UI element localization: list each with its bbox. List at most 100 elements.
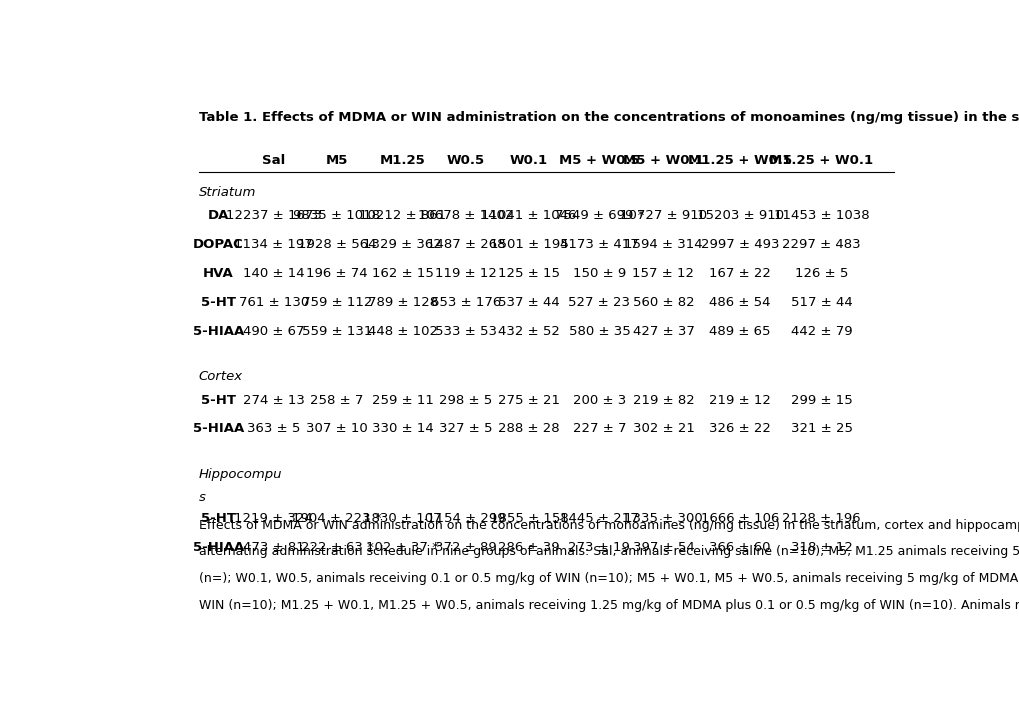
Text: 1830 ± 107: 1830 ± 107 <box>363 512 441 525</box>
Text: 1134 ± 197: 1134 ± 197 <box>234 238 313 251</box>
Text: 10727 ± 910: 10727 ± 910 <box>620 210 706 222</box>
Text: W0.1: W0.1 <box>510 154 547 167</box>
Text: 7549 ± 699 *: 7549 ± 699 * <box>554 210 643 222</box>
Text: 10212 ± 861: 10212 ± 861 <box>359 210 445 222</box>
Text: 1154 ± 299: 1154 ± 299 <box>426 512 504 525</box>
Text: 2997 ± 493: 2997 ± 493 <box>700 238 779 251</box>
Text: Striatum: Striatum <box>199 186 256 199</box>
Text: 1445 ± 217: 1445 ± 217 <box>559 512 638 525</box>
Text: 2297 ± 483: 2297 ± 483 <box>782 238 860 251</box>
Text: DA: DA <box>208 210 229 222</box>
Text: 5-HT: 5-HT <box>201 394 235 407</box>
Text: 1487 ± 268: 1487 ± 268 <box>426 238 504 251</box>
Text: (n=); W0.1, W0.5, animals receiving 0.1 or 0.5 mg/kg of WIN (n=10); M5 + W0.1, M: (n=); W0.1, W0.5, animals receiving 0.1 … <box>199 572 1019 585</box>
Text: 125 ± 15: 125 ± 15 <box>497 267 559 280</box>
Text: 527 ± 23: 527 ± 23 <box>568 296 630 309</box>
Text: 580 ± 35: 580 ± 35 <box>568 325 630 338</box>
Text: 273 ± 19: 273 ± 19 <box>568 541 630 554</box>
Text: 1594 ± 314: 1594 ± 314 <box>624 238 702 251</box>
Text: 653 ± 176: 653 ± 176 <box>430 296 500 309</box>
Text: 363 ± 5: 363 ± 5 <box>247 423 301 436</box>
Text: 533 ± 53: 533 ± 53 <box>434 325 496 338</box>
Text: 326 ± 22: 326 ± 22 <box>708 423 770 436</box>
Text: HVA: HVA <box>203 267 233 280</box>
Text: M5 + W0.5: M5 + W0.5 <box>558 154 639 167</box>
Text: 167 ± 22: 167 ± 22 <box>708 267 770 280</box>
Text: 1329 ± 362: 1329 ± 362 <box>363 238 441 251</box>
Text: 15203 ± 910: 15203 ± 910 <box>696 210 783 222</box>
Text: 490 ± 67: 490 ± 67 <box>243 325 305 338</box>
Text: W0.5: W0.5 <box>446 154 484 167</box>
Text: 1928 ± 564: 1928 ± 564 <box>298 238 376 251</box>
Text: 366 ± 60: 366 ± 60 <box>708 541 770 554</box>
Text: 102 ± 37 *: 102 ± 37 * <box>366 541 438 554</box>
Text: Sal: Sal <box>262 154 285 167</box>
Text: 219 ± 12: 219 ± 12 <box>708 394 770 407</box>
Text: 759 ± 112: 759 ± 112 <box>302 296 372 309</box>
Text: 448 ± 102: 448 ± 102 <box>367 325 437 338</box>
Text: 489 ± 65: 489 ± 65 <box>708 325 770 338</box>
Text: 298 ± 5: 298 ± 5 <box>439 394 492 407</box>
Text: 432 ± 52: 432 ± 52 <box>497 325 559 338</box>
Text: 288 ± 28: 288 ± 28 <box>497 423 559 436</box>
Text: 227 ± 7: 227 ± 7 <box>572 423 626 436</box>
Text: Effects of MDMA or WIN administration on the concentrations of monoamines (ng/mg: Effects of MDMA or WIN administration on… <box>199 519 1019 532</box>
Text: 11453 ± 1038: 11453 ± 1038 <box>773 210 868 222</box>
Text: 321 ± 25: 321 ± 25 <box>790 423 852 436</box>
Text: 150 ± 9: 150 ± 9 <box>573 267 626 280</box>
Text: M1.25 + W0.1: M1.25 + W0.1 <box>768 154 872 167</box>
Text: 330 ± 14: 330 ± 14 <box>371 423 433 436</box>
Text: 5-HT: 5-HT <box>201 296 235 309</box>
Text: 140 ± 14: 140 ± 14 <box>243 267 305 280</box>
Text: 5-HIAA: 5-HIAA <box>193 541 244 554</box>
Text: 559 ± 131: 559 ± 131 <box>302 325 372 338</box>
Text: 258 ± 7: 258 ± 7 <box>310 394 364 407</box>
Text: s: s <box>199 491 205 504</box>
Text: 307 ± 10: 307 ± 10 <box>306 423 368 436</box>
Text: WIN (n=10); M1.25 + W0.1, M1.25 + W0.5, animals receiving 1.25 mg/kg of MDMA plu: WIN (n=10); M1.25 + W0.1, M1.25 + W0.5, … <box>199 598 1019 612</box>
Text: 372 ± 89: 372 ± 89 <box>434 541 496 554</box>
Text: 789 ± 128: 789 ± 128 <box>367 296 437 309</box>
Text: 318 ± 12: 318 ± 12 <box>790 541 852 554</box>
Text: 275 ± 21: 275 ± 21 <box>497 394 559 407</box>
Text: 1666 ± 106: 1666 ± 106 <box>700 512 779 525</box>
Text: 537 ± 44: 537 ± 44 <box>497 296 559 309</box>
Text: 761 ± 130: 761 ± 130 <box>238 296 309 309</box>
Text: 1219 ± 324: 1219 ± 324 <box>234 512 313 525</box>
Text: M5 + W0.1: M5 + W0.1 <box>623 154 703 167</box>
Text: M5: M5 <box>325 154 347 167</box>
Text: 560 ± 82: 560 ± 82 <box>632 296 694 309</box>
Text: 517 ± 44: 517 ± 44 <box>790 296 852 309</box>
Text: Hippocompu: Hippocompu <box>199 468 282 481</box>
Text: 486 ± 54: 486 ± 54 <box>708 296 770 309</box>
Text: 162 ± 15: 162 ± 15 <box>371 267 433 280</box>
Text: 200 ± 3: 200 ± 3 <box>573 394 626 407</box>
Text: 9835 ± 1018: 9835 ± 1018 <box>293 210 380 222</box>
Text: 196 ± 74: 196 ± 74 <box>306 267 368 280</box>
Text: M1.25: M1.25 <box>379 154 425 167</box>
Text: 119 ± 12: 119 ± 12 <box>434 267 496 280</box>
Text: 12237 ± 1673: 12237 ± 1673 <box>225 210 321 222</box>
Text: 259 ± 11: 259 ± 11 <box>371 394 433 407</box>
Text: 302 ± 21: 302 ± 21 <box>632 423 694 436</box>
Text: 4173 ± 417: 4173 ± 417 <box>559 238 638 251</box>
Text: 1855 ± 158: 1855 ± 158 <box>489 512 568 525</box>
Text: 5-HT: 5-HT <box>201 512 235 525</box>
Text: 327 ± 5: 327 ± 5 <box>438 423 492 436</box>
Text: 427 ± 37: 427 ± 37 <box>632 325 694 338</box>
Text: 10678 ± 1402: 10678 ± 1402 <box>418 210 513 222</box>
Text: 1501 ± 195: 1501 ± 195 <box>489 238 568 251</box>
Text: 473 ± 81: 473 ± 81 <box>243 541 305 554</box>
Text: 397 ± 54: 397 ± 54 <box>632 541 694 554</box>
Text: 219 ± 82: 219 ± 82 <box>632 394 694 407</box>
Text: 1335 ± 300: 1335 ± 300 <box>624 512 702 525</box>
Text: 1904 ± 223 *: 1904 ± 223 * <box>291 512 381 525</box>
Text: 274 ± 13: 274 ± 13 <box>243 394 305 407</box>
Text: 11041 ± 1046: 11041 ± 1046 <box>481 210 576 222</box>
Text: 157 ± 12: 157 ± 12 <box>632 267 694 280</box>
Text: 5-HIAA: 5-HIAA <box>193 423 244 436</box>
Text: 286 ± 39: 286 ± 39 <box>497 541 559 554</box>
Text: 126 ± 5: 126 ± 5 <box>794 267 848 280</box>
Text: 2128 ± 196: 2128 ± 196 <box>782 512 860 525</box>
Text: Cortex: Cortex <box>199 370 243 383</box>
